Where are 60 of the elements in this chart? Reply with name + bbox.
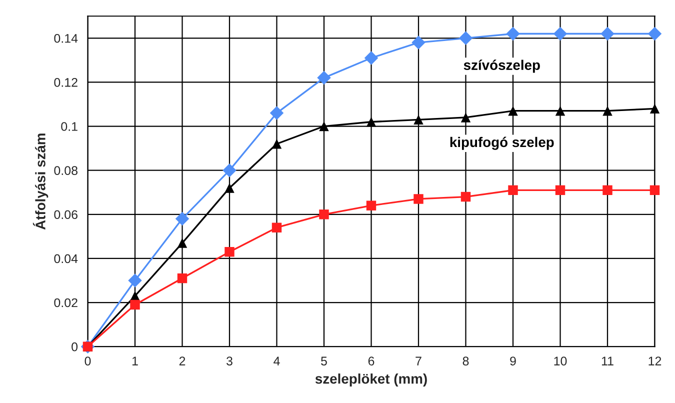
point [224,183,234,193]
y-tick-label: 0.1 [61,122,78,131]
y-tick-label: 0 [72,342,78,352]
point [602,106,612,116]
point [414,194,424,204]
point [366,200,376,210]
series-label: kipufogó szelep [450,136,554,150]
x-tick-label: 1 [132,356,138,366]
y-tick-label: 0.04 [54,254,78,264]
point [175,212,190,226]
point [414,114,424,125]
point [224,246,234,257]
point [508,106,518,116]
x-tick-label: 8 [462,356,469,366]
x-tick-label: 2 [179,356,186,366]
y-tick-label: 0.02 [54,298,78,308]
point [648,26,662,41]
x-tick-label: 10 [554,356,567,366]
point [650,185,660,196]
point [270,106,284,120]
point [319,210,329,220]
point [600,26,614,41]
point [272,139,282,149]
point [412,36,426,50]
point [555,185,566,196]
point [364,51,378,65]
x-tick-label: 3 [226,356,232,366]
x-tick-label: 6 [368,356,374,366]
point [222,163,236,178]
point [508,185,518,196]
x-tick-label: 4 [274,356,280,366]
y-axis-title: Átfolyási szám [32,134,48,230]
y-tick-label: 0.14 [54,34,78,43]
point [460,112,471,122]
point [317,70,331,85]
series-label: szívószelep [464,60,540,73]
y-tick-label: 0.06 [54,210,78,220]
x-tick-label: 5 [321,356,327,366]
point [553,26,568,41]
point [177,238,188,248]
x-tick-label: 12 [648,356,662,366]
point [177,273,188,284]
point [319,121,329,132]
x-tick-label: 7 [416,356,422,366]
point [602,185,612,196]
point [555,106,566,116]
x-axis-title: szeleplöket (mm) [315,374,427,386]
point [650,104,660,114]
x-tick-label: 11 [602,356,614,366]
y-tick-label: 0.08 [54,166,78,175]
x-tick-label: 9 [510,356,516,366]
point [272,222,282,232]
point [458,31,473,46]
point [130,300,140,310]
point [506,26,520,41]
point [366,117,376,127]
point [460,192,471,202]
point [128,274,142,288]
x-tick-label: 0 [84,356,91,366]
y-tick-label: 0.12 [54,78,78,87]
